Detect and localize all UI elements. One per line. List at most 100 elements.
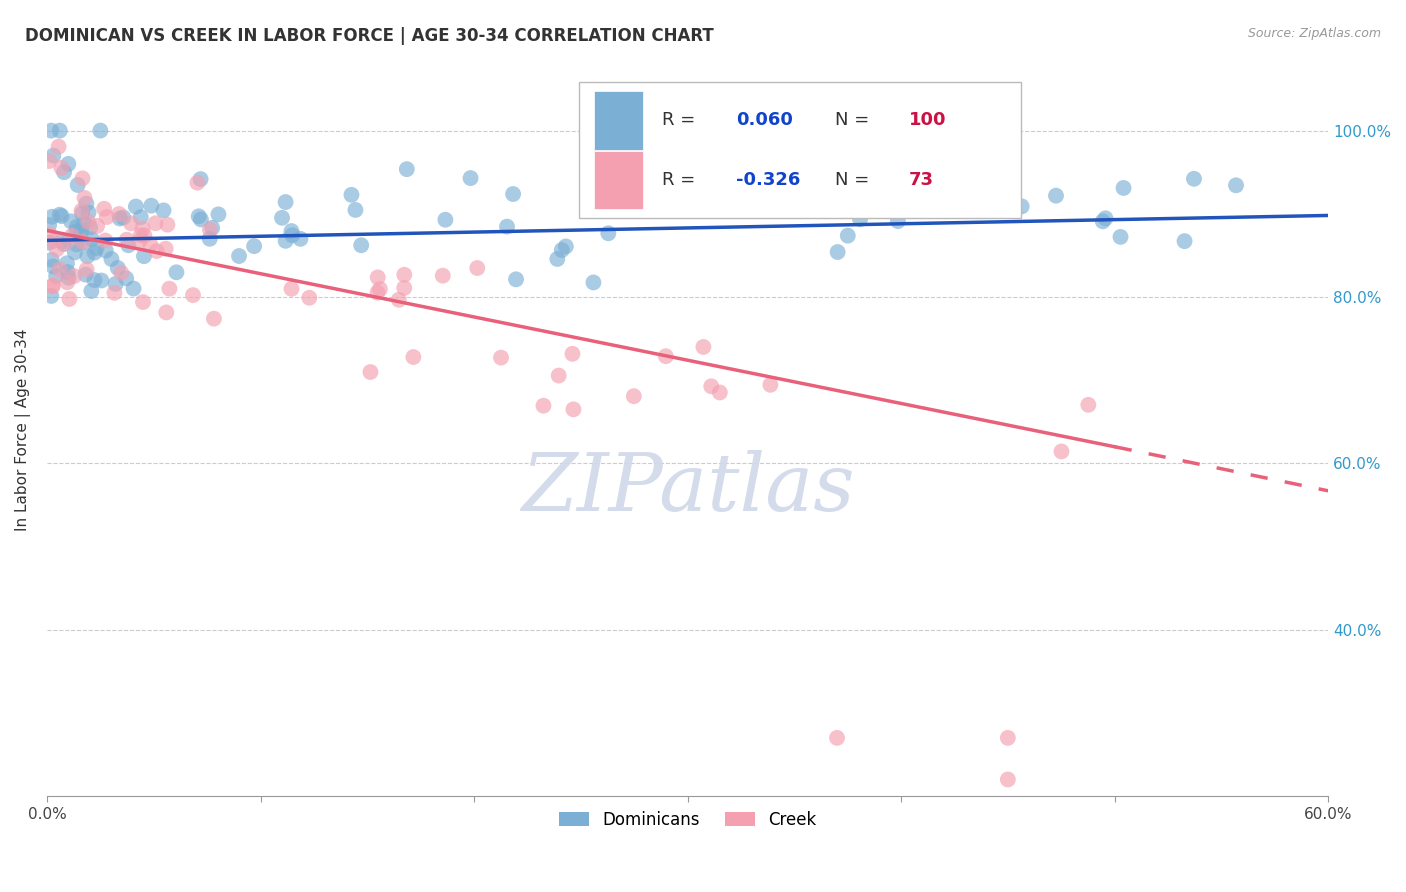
Point (800, 183, 823, 197)
Point (546, 252, 568, 266)
Point (1182, 171, 1205, 186)
Point (190, 212, 212, 227)
Point (60, 228, 83, 243)
Point (190, 172, 212, 186)
Point (825, 731, 848, 745)
Point (39, 123, 62, 137)
Point (96, 210, 118, 224)
Point (70, 203, 93, 218)
Point (198, 232, 221, 246)
Point (367, 270, 389, 285)
Point (201, 220, 224, 235)
Text: -0.326: -0.326 (737, 171, 800, 189)
Point (997, 772, 1019, 787)
Point (533, 399, 555, 413)
Point (93, 202, 115, 216)
Point (94, 234, 117, 248)
Point (60, 214, 83, 228)
Point (128, 234, 150, 248)
Point (465, 260, 488, 275)
Point (48, 262, 70, 277)
Point (1077, 398, 1099, 412)
Point (94, 244, 117, 258)
Point (42, 234, 65, 248)
Point (827, 245, 849, 260)
Point (655, 349, 678, 363)
Point (66, 178, 89, 192)
Point (489, 351, 512, 365)
Y-axis label: In Labor Force | Age 30-34: In Labor Force | Age 30-34 (15, 329, 31, 532)
Point (1045, 188, 1067, 202)
Point (1094, 211, 1116, 226)
Point (75, 268, 97, 282)
Point (298, 291, 321, 305)
Point (42, 260, 65, 274)
Point (42, 278, 65, 293)
Point (86, 241, 108, 255)
Point (103, 285, 125, 300)
Point (42, 148, 65, 162)
Point (187, 210, 209, 224)
Point (368, 282, 391, 296)
Point (155, 305, 177, 319)
Point (110, 266, 132, 280)
Point (186, 176, 208, 190)
Point (274, 195, 297, 210)
Point (48, 208, 70, 222)
Point (80, 284, 103, 298)
Point (77, 205, 100, 219)
Point (41, 279, 63, 293)
Point (359, 365, 381, 379)
Point (134, 228, 156, 243)
Point (340, 187, 363, 202)
Point (41, 289, 63, 303)
Point (402, 350, 425, 364)
Text: N =: N = (835, 171, 869, 189)
Point (76, 249, 98, 263)
Point (700, 379, 723, 393)
Point (73, 191, 96, 205)
Point (117, 238, 139, 252)
Point (120, 216, 142, 230)
Point (561, 347, 583, 361)
FancyBboxPatch shape (579, 82, 1021, 218)
Point (83, 245, 105, 260)
Point (290, 232, 312, 246)
Point (38, 227, 60, 242)
Point (104, 277, 127, 291)
Point (108, 211, 131, 226)
Point (366, 285, 388, 300)
Point (1091, 214, 1114, 228)
Text: 0.060: 0.060 (737, 112, 793, 129)
Point (76, 262, 98, 277)
Point (505, 272, 527, 286)
Point (280, 282, 302, 296)
Point (122, 281, 145, 295)
Point (157, 282, 180, 296)
Point (63, 269, 86, 284)
Point (51, 161, 73, 175)
Point (181, 288, 204, 302)
Point (271, 211, 294, 225)
Point (997, 731, 1019, 745)
Point (1173, 234, 1195, 248)
Point (66, 219, 89, 234)
Point (1011, 199, 1033, 213)
Point (388, 293, 411, 307)
Point (72, 235, 94, 249)
Point (434, 212, 457, 227)
Text: DOMINICAN VS CREEK IN LABOR FORCE | AGE 30-34 CORRELATION CHART: DOMINICAN VS CREEK IN LABOR FORCE | AGE … (25, 27, 714, 45)
Point (129, 228, 152, 243)
Point (228, 249, 250, 263)
Text: Source: ZipAtlas.com: Source: ZipAtlas.com (1247, 27, 1381, 40)
Point (1112, 181, 1135, 195)
Point (38, 218, 60, 232)
Point (108, 207, 131, 221)
Bar (593, 91, 643, 150)
Point (45, 268, 67, 283)
Point (56, 256, 79, 270)
Text: R =: R = (662, 112, 702, 129)
Text: N =: N = (835, 112, 869, 129)
Point (38, 154, 60, 169)
Point (53, 165, 76, 179)
